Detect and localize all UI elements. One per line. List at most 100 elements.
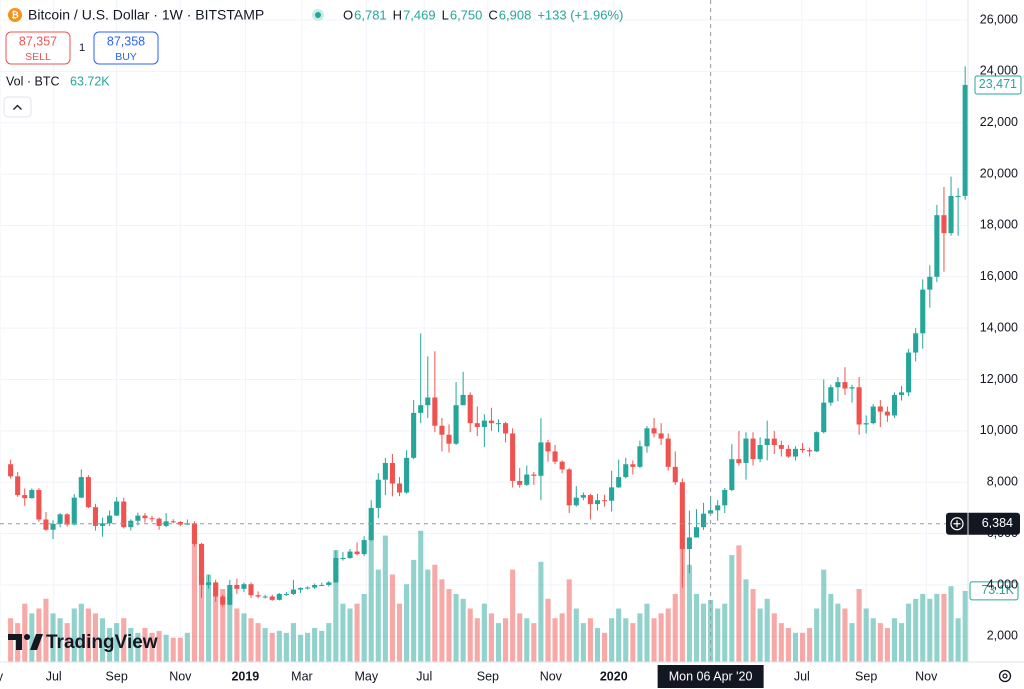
candle-body: [340, 557, 346, 559]
candle-body: [319, 584, 325, 586]
candle-body: [962, 84, 968, 196]
volume-bar: [22, 603, 28, 662]
collapse-button[interactable]: [3, 96, 32, 118]
readout-value: 7,469: [403, 7, 436, 22]
candle-body: [686, 537, 692, 550]
x-tick-label: Nov: [915, 669, 938, 683]
candle-body: [71, 497, 77, 525]
volume-bar: [149, 632, 155, 662]
volume-bar: [531, 623, 537, 662]
volume-bar: [503, 618, 509, 662]
volume-bar: [290, 623, 296, 662]
candle-body: [29, 489, 35, 499]
sell-price: 87,357: [19, 34, 57, 48]
candle-body: [99, 523, 106, 526]
grid: [0, 0, 968, 662]
volume-bar: [206, 574, 212, 662]
volume-bar: [425, 569, 431, 662]
volume-bar: [736, 545, 742, 662]
volume-bar: [580, 623, 586, 662]
volume-bar: [686, 564, 692, 662]
candle-body: [842, 382, 848, 389]
volume-bar: [396, 603, 403, 662]
x-tick-label: May: [354, 669, 378, 683]
volume-bar: [163, 634, 169, 662]
spread: 1: [79, 42, 85, 54]
volume-bar: [623, 618, 629, 662]
candle-body: [658, 433, 664, 439]
candle-body: [637, 446, 643, 467]
crosshair-price-box: [946, 512, 1020, 535]
volume-bar: [297, 634, 304, 662]
candle-body: [432, 397, 438, 426]
logo-mark: [8, 634, 22, 650]
volume-bar: [411, 559, 417, 662]
candle-body: [594, 500, 601, 505]
candle-body: [955, 195, 961, 197]
y-tick-label: 8,000: [987, 475, 1018, 489]
readout-change: +133 (+1.96%): [537, 7, 623, 22]
candle-body: [170, 521, 176, 523]
readout-key: H: [393, 7, 402, 22]
volume-bar: [404, 584, 410, 662]
y-tick-label: 4,000: [987, 577, 1018, 591]
volume-bar: [170, 637, 176, 662]
y-tick-label: 6,000: [987, 526, 1018, 540]
candle-body: [382, 462, 388, 480]
candle-body: [220, 596, 226, 605]
candle-body: [913, 333, 919, 353]
buy-button[interactable]: [93, 31, 159, 65]
candle-body: [672, 466, 678, 483]
volume-bar: [799, 632, 806, 662]
candle-body: [114, 501, 120, 516]
volume-bar: [135, 632, 141, 662]
crosshair-time-label: Mon 06 Apr '20: [669, 669, 753, 683]
crosshair-add-icon[interactable]: [950, 517, 964, 531]
candle-body: [934, 215, 940, 277]
candle-body: [538, 442, 544, 476]
volume-bar: [107, 627, 113, 662]
candle-body: [248, 584, 254, 596]
volume-readout: 63.72K: [70, 74, 110, 88]
candle-body: [22, 495, 28, 499]
candle-body: [701, 513, 707, 528]
candle-body: [36, 489, 42, 520]
sell-button[interactable]: [5, 31, 71, 65]
price-axis: 2,000 4,000 6,000 8,000 10,000 12,000 14,000 16…: [980, 12, 1018, 642]
volume-bar: [870, 618, 876, 662]
volume-bar: [785, 627, 791, 662]
candle-body: [580, 495, 586, 498]
volume-bar: [241, 613, 247, 662]
candle-body: [927, 276, 933, 290]
candle-body: [121, 501, 127, 528]
volume-bar: [941, 593, 947, 662]
candle-body: [799, 448, 806, 451]
candle-body: [262, 596, 268, 598]
volume-bar: [920, 593, 926, 662]
y-tick-label: 24,000: [980, 64, 1018, 78]
candle-body: [163, 521, 169, 526]
volume-bar: [573, 608, 579, 662]
candle-body: [785, 448, 791, 457]
candle-body: [8, 464, 14, 477]
candle-body: [326, 582, 332, 585]
volume-bar: [276, 630, 282, 662]
x-tick-label: Jul: [794, 669, 810, 683]
readout-key: C: [488, 7, 497, 22]
volume-bar: [99, 618, 106, 662]
candle-body: [241, 584, 247, 589]
volume-bar: [213, 584, 219, 662]
candle-body: [856, 387, 862, 425]
volume-bar: [538, 561, 544, 662]
candle-body: [729, 459, 735, 490]
readout-key: O: [343, 7, 353, 22]
candle-body: [616, 477, 622, 488]
readout-value: 6,750: [450, 7, 483, 22]
candle-body: [142, 515, 148, 519]
settings-icon[interactable]: [998, 669, 1012, 683]
volume-bar: [375, 569, 381, 662]
candle-body: [276, 593, 282, 600]
volume-bar: [665, 608, 671, 662]
candle-body: [411, 412, 417, 458]
